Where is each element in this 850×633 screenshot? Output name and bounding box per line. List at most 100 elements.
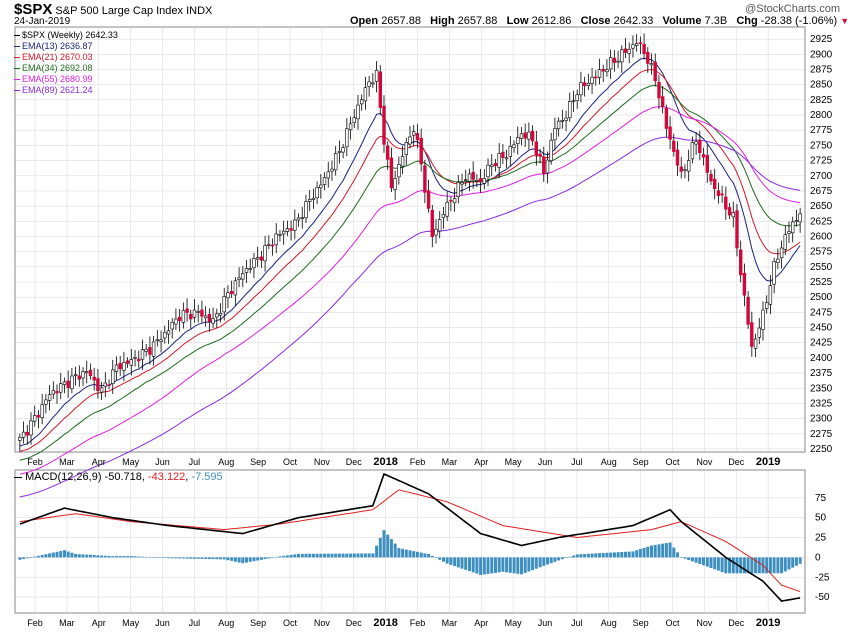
candle bbox=[672, 133, 676, 157]
macd-hist-bar bbox=[609, 552, 613, 558]
candle-body bbox=[724, 196, 728, 210]
candle bbox=[315, 181, 319, 205]
candle bbox=[772, 257, 776, 294]
macd-hist-bar bbox=[709, 557, 713, 568]
macd-hist-bar bbox=[594, 553, 598, 558]
candle-body bbox=[241, 273, 245, 280]
candle bbox=[449, 196, 453, 212]
price-tick-label: 2675 bbox=[810, 186, 833, 197]
candle bbox=[776, 248, 780, 270]
candle-body bbox=[542, 156, 546, 174]
candle-body bbox=[553, 128, 557, 141]
candle-body bbox=[155, 339, 159, 342]
candle-body bbox=[371, 82, 375, 85]
candle bbox=[304, 194, 308, 224]
candle-body bbox=[144, 348, 148, 352]
candle-body bbox=[768, 285, 773, 305]
candle bbox=[724, 186, 728, 220]
candle-body bbox=[423, 165, 427, 193]
candle bbox=[170, 317, 174, 339]
macd-hist-bar bbox=[460, 557, 464, 569]
candle-body bbox=[701, 154, 706, 158]
candle-body bbox=[252, 257, 256, 269]
x-tick-label: Jun bbox=[155, 618, 170, 628]
macd-hist-bar bbox=[330, 553, 334, 558]
candle bbox=[203, 306, 208, 327]
macd-hist-bar bbox=[289, 554, 293, 558]
macd-hist-bar bbox=[430, 555, 434, 558]
candle bbox=[181, 302, 186, 329]
macd-hist-bar bbox=[672, 547, 676, 558]
candle-body bbox=[415, 133, 420, 141]
candle-body bbox=[709, 174, 713, 182]
candle-body bbox=[634, 43, 639, 46]
candle-body bbox=[163, 331, 167, 339]
x-axis-top: Feb Mar Apr May Jun Jul Aug Sep Oct Nov Dec 2018 Feb… bbox=[27, 456, 780, 468]
candle-body bbox=[230, 291, 234, 294]
macd-hist-bar bbox=[178, 557, 182, 559]
candle bbox=[460, 173, 464, 195]
macd-hist-bar bbox=[516, 557, 520, 574]
price-tick-label: 2400 bbox=[810, 353, 833, 364]
macd-hist-bar bbox=[245, 557, 248, 563]
candle-body bbox=[207, 313, 212, 322]
candle bbox=[215, 308, 219, 328]
macd-hist-bar bbox=[479, 557, 483, 575]
x-tick-label: Feb bbox=[410, 618, 426, 628]
macd-hist-bar bbox=[89, 554, 92, 558]
macd-hist-bar bbox=[445, 557, 449, 564]
candle bbox=[523, 123, 527, 147]
candle bbox=[159, 330, 163, 353]
candle bbox=[727, 202, 732, 220]
macd-hist-bar bbox=[219, 557, 222, 560]
candle bbox=[151, 335, 156, 366]
macd-hist-bar bbox=[382, 530, 386, 558]
candle bbox=[634, 34, 639, 52]
candle bbox=[185, 298, 189, 322]
candle-body bbox=[140, 349, 145, 360]
candle-body bbox=[560, 120, 565, 122]
macd-hist-bar bbox=[211, 557, 215, 560]
ohlc-readout: Open 2657.88 High 2657.88 Low 2612.86 Cl… bbox=[350, 15, 850, 27]
macd-hist-bar bbox=[311, 553, 315, 558]
macd-hist-bar bbox=[501, 557, 505, 572]
candle bbox=[504, 149, 509, 169]
candle bbox=[490, 154, 494, 177]
macd-hist-bar bbox=[337, 553, 341, 558]
candle-body bbox=[137, 358, 141, 362]
macd-hist-bar bbox=[694, 557, 698, 563]
x-tick-label: Sep bbox=[633, 457, 649, 467]
candle bbox=[452, 187, 457, 212]
candle-body bbox=[482, 178, 486, 184]
candle-body bbox=[215, 313, 219, 318]
candle-body bbox=[790, 221, 795, 234]
price-tick-label: 2875 bbox=[810, 65, 833, 76]
candle-body bbox=[571, 100, 576, 103]
candle bbox=[385, 141, 390, 170]
candle-body bbox=[631, 44, 635, 49]
candle-body bbox=[122, 362, 126, 371]
macd-hist-bar bbox=[791, 557, 795, 568]
candle-body bbox=[248, 268, 252, 271]
candle bbox=[96, 368, 100, 399]
macd-hist-bar bbox=[226, 557, 230, 561]
candle bbox=[300, 206, 304, 229]
candle-body bbox=[672, 140, 676, 152]
candle bbox=[608, 49, 613, 80]
price-tick-label: 2550 bbox=[810, 262, 833, 273]
candle-body bbox=[746, 296, 750, 325]
candle-body bbox=[798, 213, 802, 223]
x-tick-label: Jun bbox=[538, 618, 553, 628]
candle-body bbox=[434, 228, 438, 236]
macd-hist-bar bbox=[81, 554, 85, 558]
candle bbox=[125, 357, 130, 369]
candle bbox=[200, 300, 204, 323]
candle bbox=[255, 246, 260, 268]
x-tick-label: Jul bbox=[189, 457, 201, 467]
macd-hist-bar bbox=[720, 557, 724, 572]
macd-hist-bar bbox=[546, 557, 549, 565]
x-tick-label: Dec bbox=[728, 618, 745, 628]
macd-hist-bar bbox=[705, 557, 709, 567]
candle-body bbox=[189, 313, 193, 320]
